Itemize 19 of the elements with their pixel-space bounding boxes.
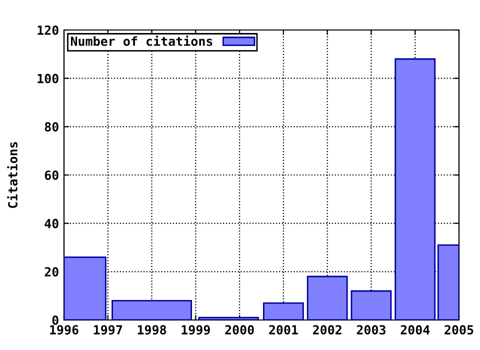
y-axis-title: Citations: [7, 142, 18, 208]
x-tick-label: 1997: [94, 325, 122, 335]
x-tick-label: 1998: [138, 325, 166, 335]
x-tick-label: 2001: [269, 325, 298, 335]
y-tick-label: 100: [38, 74, 58, 84]
y-tick-label: 60: [44, 170, 58, 180]
y-tick-label: 20: [44, 267, 58, 277]
x-tick-label: 1999: [182, 325, 210, 335]
x-tick-label: 2003: [356, 325, 386, 335]
y-tick-label: 80: [44, 122, 58, 132]
y-tick-label: 40: [44, 218, 58, 228]
x-tick-label: 1996: [50, 325, 78, 335]
x-tick-label: 2005: [444, 325, 474, 335]
y-tick-label: 120: [38, 25, 58, 35]
x-tick-label: 2000: [225, 325, 254, 335]
x-tick-label: 2002: [312, 325, 342, 335]
x-tick-label: 2004: [400, 325, 430, 335]
y-tick-label: 0: [52, 315, 58, 325]
legend-label: Number of citations: [70, 36, 212, 46]
